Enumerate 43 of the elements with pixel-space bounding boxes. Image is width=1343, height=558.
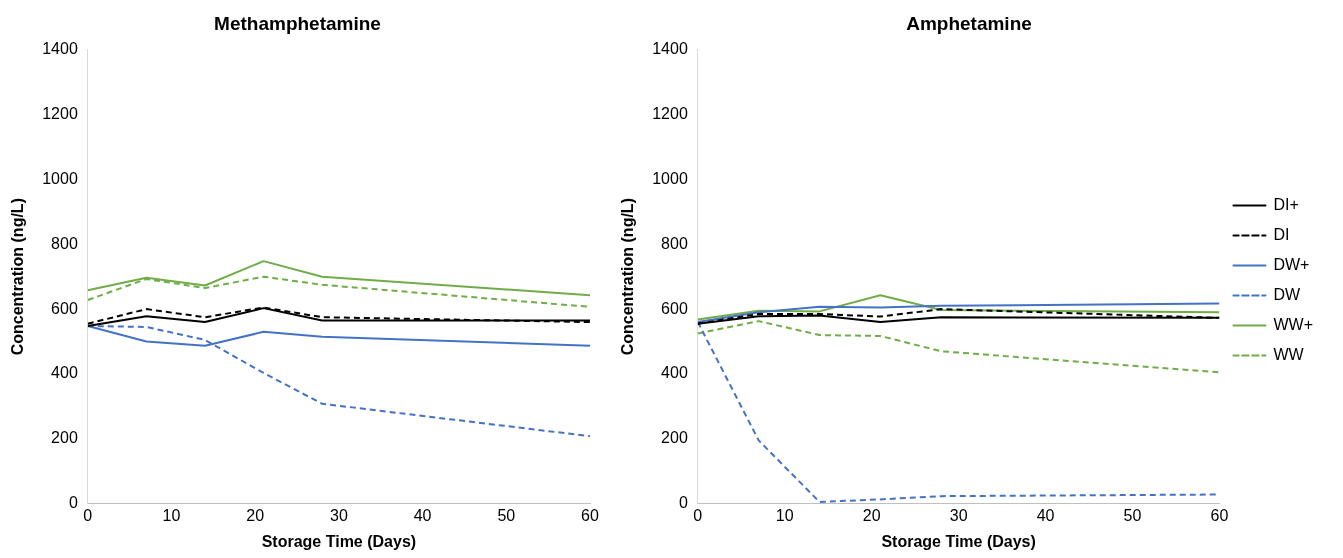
y-tick-label: 200 <box>661 429 688 447</box>
x-tick-label: 30 <box>330 506 348 524</box>
y-tick-label: 1400 <box>652 40 688 58</box>
x-tick-label: 60 <box>581 506 599 524</box>
x-axis-title: Storage Time (Days) <box>261 532 417 550</box>
chart-title: Amphetamine <box>906 12 1032 34</box>
y-tick-label: 1000 <box>652 169 688 187</box>
legend-label: DI+ <box>1273 195 1299 213</box>
x-axis-title: Storage Time (Days) <box>881 532 1036 550</box>
x-tick-label: 0 <box>83 506 93 524</box>
x-tick-label: 10 <box>775 506 794 524</box>
y-tick-label: 400 <box>661 364 688 382</box>
legend-label: WW+ <box>1273 315 1313 333</box>
x-tick-label: 40 <box>1036 506 1055 524</box>
y-tick-label: 800 <box>51 234 78 252</box>
y-tick-label: 0 <box>68 494 78 512</box>
x-tick-label: 20 <box>246 506 265 524</box>
legend-label: WW <box>1273 345 1305 363</box>
y-tick-label: 1200 <box>652 105 688 123</box>
x-tick-label: 40 <box>413 506 432 524</box>
chart-title: Methamphetamine <box>214 12 381 34</box>
legend-label: DW <box>1273 285 1302 303</box>
y-tick-label: 800 <box>661 234 688 252</box>
x-tick-label: 50 <box>1123 506 1142 524</box>
y-tick-label: 200 <box>51 429 78 447</box>
legend-label: DW+ <box>1273 255 1310 273</box>
y-tick-label: 0 <box>678 494 688 512</box>
x-tick-label: 30 <box>949 506 968 524</box>
legend-label: DI <box>1273 225 1290 243</box>
line-series <box>697 320 1220 374</box>
y-tick-label: 1200 <box>42 105 78 123</box>
y-tick-label: 400 <box>51 364 78 382</box>
y-tick-label: 600 <box>51 299 78 317</box>
y-tick-label: 1400 <box>42 40 78 58</box>
x-tick-label: 20 <box>862 506 881 524</box>
y-axis-title: Concentration (ng/L) <box>9 198 27 356</box>
x-tick-label: 0 <box>693 506 703 524</box>
x-tick-label: 60 <box>1210 506 1229 524</box>
y-axis-title: Concentration (ng/L) <box>619 198 637 356</box>
y-tick-label: 1000 <box>42 169 78 187</box>
x-tick-label: 10 <box>162 506 181 524</box>
y-tick-label: 600 <box>661 299 688 317</box>
x-tick-label: 50 <box>497 506 516 524</box>
